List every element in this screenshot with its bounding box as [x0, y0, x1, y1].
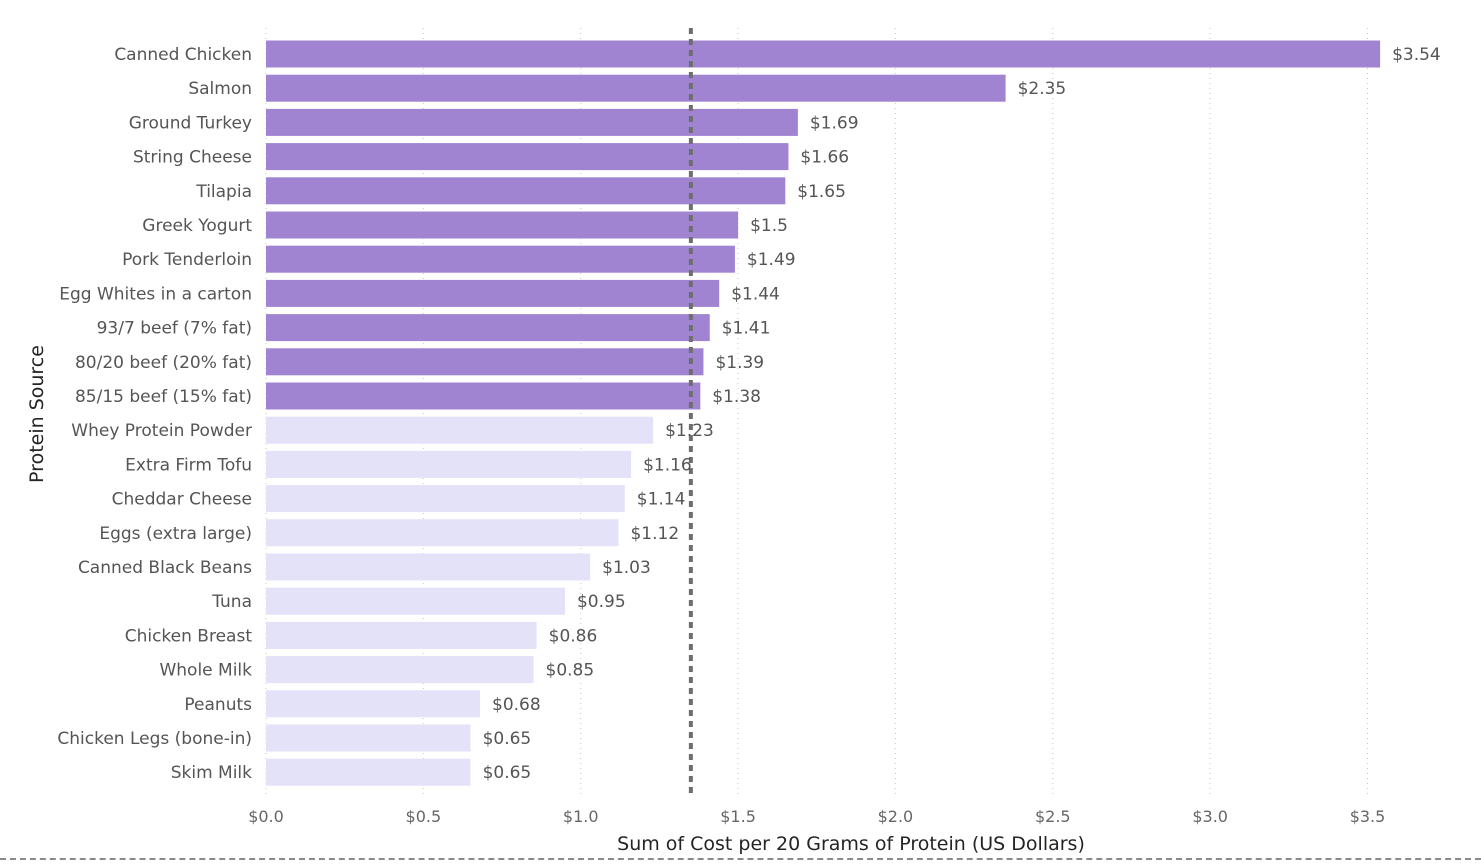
- bar[interactable]: [266, 656, 534, 684]
- bar[interactable]: [266, 348, 704, 376]
- y-axis-title: Protein Source: [26, 345, 48, 483]
- bar[interactable]: [266, 553, 591, 581]
- value-label: $1.49: [747, 250, 796, 270]
- category-label: Chicken Breast: [125, 626, 253, 646]
- bar[interactable]: [266, 177, 786, 205]
- bar[interactable]: [266, 211, 739, 239]
- value-label: $1.38: [712, 387, 761, 407]
- value-label: $1.44: [731, 284, 780, 304]
- x-tick-label: $0.5: [406, 807, 442, 826]
- value-label: $1.39: [715, 353, 764, 373]
- bar[interactable]: [266, 74, 1006, 102]
- x-tick-label: $0.0: [248, 807, 284, 826]
- category-label: Chicken Legs (bone-in): [57, 729, 252, 749]
- category-label: 93/7 beef (7% fat): [97, 319, 252, 339]
- category-label: 85/15 beef (15% fat): [75, 387, 252, 407]
- bar[interactable]: [266, 621, 537, 649]
- value-label: $1.41: [722, 319, 771, 339]
- x-tick-label: $1.5: [720, 807, 756, 826]
- x-tick-label: $2.5: [1035, 807, 1071, 826]
- value-label: $0.68: [492, 695, 541, 715]
- value-label: $2.35: [1018, 79, 1067, 99]
- bar[interactable]: [266, 758, 471, 786]
- category-label: Whole Milk: [159, 661, 252, 681]
- gridlines: [265, 28, 1368, 798]
- bar[interactable]: [266, 690, 481, 718]
- category-label: Tilapia: [195, 182, 252, 202]
- bar[interactable]: [266, 245, 735, 273]
- category-label: Cheddar Cheese: [112, 490, 252, 510]
- category-label: Ground Turkey: [129, 113, 252, 133]
- value-label: $1.16: [643, 455, 692, 475]
- x-tick-label: $3.0: [1192, 807, 1228, 826]
- category-label: Peanuts: [184, 695, 252, 715]
- value-label: $0.86: [549, 626, 598, 646]
- bar[interactable]: [266, 519, 619, 547]
- category-label: String Cheese: [133, 148, 252, 168]
- bar[interactable]: [266, 108, 798, 136]
- category-label: Tuna: [211, 592, 252, 612]
- category-label: Eggs (extra large): [99, 524, 252, 544]
- bottom-border: [0, 858, 1481, 860]
- value-label: $1.12: [630, 524, 679, 544]
- bar[interactable]: [266, 416, 654, 444]
- category-label: Skim Milk: [171, 763, 252, 783]
- category-label: Egg Whites in a carton: [59, 284, 252, 304]
- value-label: $1.65: [797, 182, 846, 202]
- bar[interactable]: [266, 724, 471, 752]
- category-label: Canned Chicken: [114, 45, 252, 65]
- bar[interactable]: [266, 279, 720, 307]
- value-label: $1.66: [800, 148, 849, 168]
- category-label: 80/20 beef (20% fat): [75, 353, 252, 373]
- x-axis-title: Sum of Cost per 20 Grams of Protein (US …: [617, 833, 1085, 855]
- bar[interactable]: [266, 382, 701, 410]
- bar[interactable]: [266, 450, 632, 478]
- bar[interactable]: [266, 314, 710, 342]
- value-label: $0.95: [577, 592, 626, 612]
- category-label: Greek Yogurt: [142, 216, 252, 236]
- x-tick-label: $3.5: [1350, 807, 1386, 826]
- value-label: $1.69: [810, 113, 859, 133]
- bars: [266, 40, 1381, 786]
- category-label: Pork Tenderloin: [122, 250, 252, 270]
- value-label: $1.14: [637, 490, 686, 510]
- bar[interactable]: [266, 143, 789, 171]
- value-label: $1.23: [665, 421, 714, 441]
- value-label: $1.5: [750, 216, 788, 236]
- x-tick-label: $2.0: [878, 807, 914, 826]
- value-label: $3.54: [1392, 45, 1441, 65]
- value-label: $0.65: [483, 729, 532, 749]
- x-tick-label: $1.0: [563, 807, 599, 826]
- bar[interactable]: [266, 485, 625, 513]
- bar[interactable]: [266, 40, 1381, 68]
- value-label: $0.85: [546, 661, 595, 681]
- category-label: Extra Firm Tofu: [125, 455, 252, 475]
- category-label: Whey Protein Powder: [71, 421, 252, 441]
- bar[interactable]: [266, 587, 565, 615]
- value-label: $0.65: [483, 763, 532, 783]
- category-label: Canned Black Beans: [78, 558, 252, 578]
- category-label: Salmon: [188, 79, 252, 99]
- value-label: $1.03: [602, 558, 651, 578]
- labels: $0.0 $0.5 $1.0 $1.5 $2.0 $2.5 $3.0 $3.5 Canned C…: [57, 45, 1440, 826]
